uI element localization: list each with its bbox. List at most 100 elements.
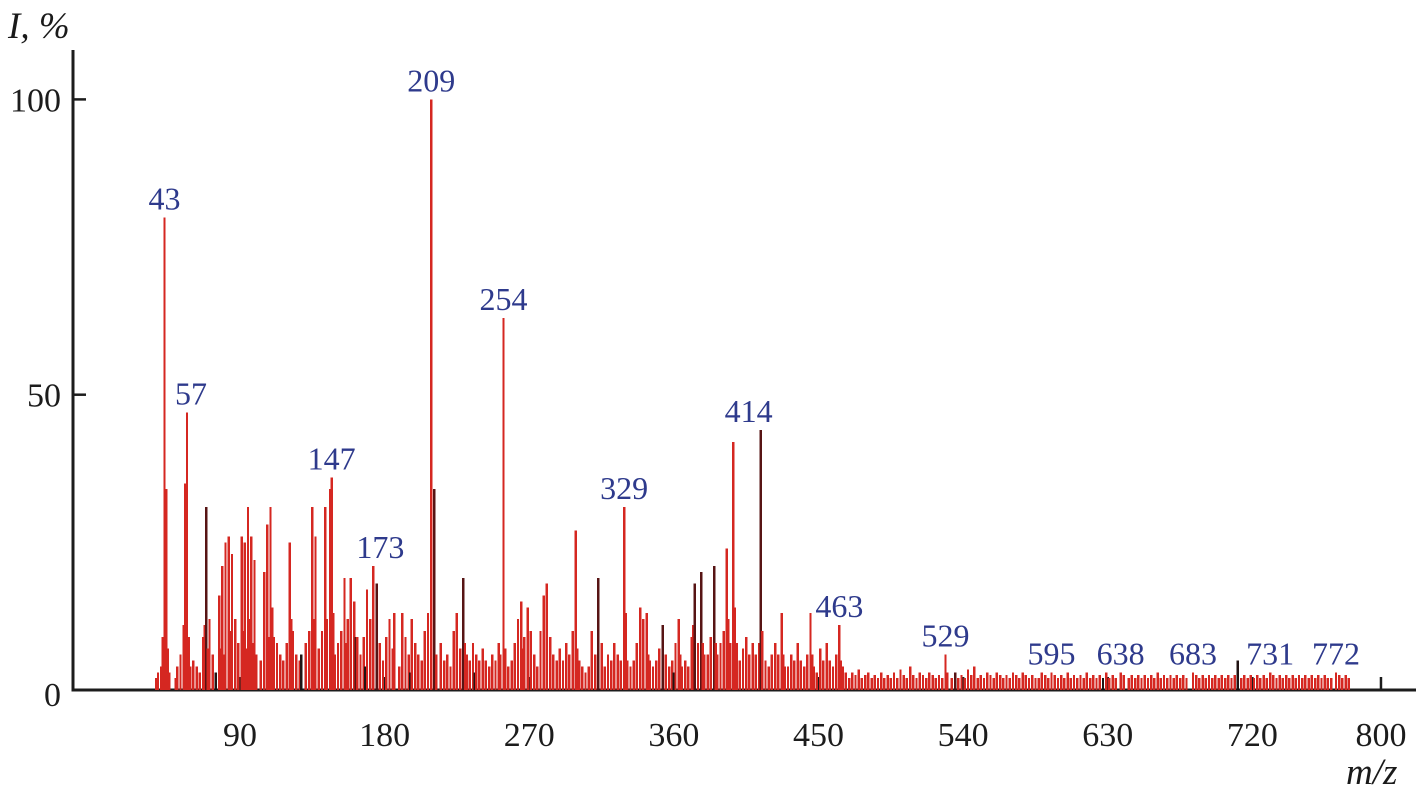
peak-mz-label: 43 [148, 181, 180, 217]
spectrum-bar [851, 672, 854, 690]
spectrum-bar [812, 666, 815, 690]
spectrum-bar [349, 577, 353, 690]
spectrum-bar [818, 648, 822, 690]
spectrum-bar [221, 565, 224, 690]
spectrum-bar [606, 654, 610, 690]
spectrum-bar [1256, 675, 1259, 690]
spectrum-bar [417, 654, 420, 690]
spectrum-bar [1217, 678, 1220, 690]
spectrum-bar [950, 678, 954, 690]
spectrum-bar [587, 666, 590, 690]
spectrum-bar [558, 648, 561, 690]
spectrum-bar [568, 654, 571, 690]
spectrum-bar [259, 660, 263, 690]
spectrum-bar [957, 678, 960, 690]
spectrum-bar [1207, 675, 1211, 690]
peak-mz-label: 147 [308, 440, 356, 476]
spectrum-bar [1326, 678, 1330, 690]
spectrum-bar [1037, 678, 1040, 690]
spectrum-bar [735, 642, 738, 690]
spectrum-bar [192, 660, 195, 690]
spectrum-bar [179, 654, 182, 690]
spectrum-bar [839, 660, 843, 690]
spectrum-bar [892, 672, 896, 690]
spectrum-bar [677, 619, 680, 690]
spectrum-bar [896, 678, 899, 690]
spectrum-bar [243, 542, 247, 690]
spectrum-bar [1111, 675, 1114, 690]
spectrum-bar [295, 654, 298, 690]
spectrum-bar [1265, 678, 1269, 690]
spectrum-bar [841, 666, 844, 690]
spectrum-bar [475, 654, 478, 690]
spectrum-bar [520, 601, 523, 690]
spectrum-bar [995, 672, 999, 690]
spectrum-bar [902, 675, 905, 690]
spectrum-bar [455, 613, 459, 690]
x-tick-label: 720 [1227, 717, 1278, 754]
spectrum-bar [757, 642, 761, 690]
spectrum-bar [513, 642, 516, 690]
spectrum-bar [1114, 678, 1118, 690]
peak-mz-label: 595 [1028, 635, 1076, 671]
spectrum-bar [1119, 672, 1122, 690]
spectrum-bar [561, 660, 565, 690]
spectrum-bar [1043, 675, 1047, 690]
spectrum-bar [278, 654, 282, 690]
spectrum-bar [928, 672, 931, 690]
spectrum-bar [328, 489, 332, 690]
spectrum-bar [651, 666, 655, 690]
spectrum-bar [381, 660, 385, 690]
x-tick-label: 450 [793, 717, 844, 754]
spectrum-bar [312, 619, 316, 690]
spectrum-bar [1059, 675, 1063, 690]
spectrum-bar [764, 660, 767, 690]
spectrum-bar [1143, 675, 1146, 690]
spectrum-bar [1156, 672, 1159, 690]
spectrum-bar [918, 672, 921, 690]
spectrum-bar [254, 654, 258, 690]
spectrum-bar [741, 648, 745, 690]
spectrum-bar [1310, 675, 1314, 690]
spectrum-bar [242, 630, 245, 690]
spectrum-bar [761, 630, 764, 690]
spectrum-bar [667, 666, 671, 690]
spectrum-bar [484, 660, 488, 690]
spectrum-bar [211, 654, 214, 690]
spectrum-bar [963, 678, 966, 690]
spectrum-bar [245, 648, 248, 690]
spectrum-bar [1191, 672, 1195, 690]
spectrum-bar [1198, 678, 1201, 690]
spectrum-bar [915, 678, 918, 690]
spectrum-bar [290, 619, 293, 690]
peak-mz-label: 463 [815, 588, 863, 624]
spectrum-bar [733, 607, 737, 690]
spectrum-bar [722, 630, 725, 690]
spectrum-bar [1079, 675, 1082, 690]
spectrum-bar [491, 654, 494, 690]
spectrum-bar [1011, 672, 1015, 690]
spectrum-bar [1040, 672, 1044, 690]
spectrum-bar [439, 642, 443, 690]
spectrum-bar [1149, 675, 1153, 690]
spectrum-bar [1304, 675, 1307, 690]
spectrum-bar [828, 660, 831, 690]
spectrum-bar [410, 619, 414, 690]
spectrum-bar [738, 660, 741, 690]
spectrum-bar [748, 654, 751, 690]
spectrum-bar [323, 506, 327, 690]
spectrum-bar [838, 625, 841, 690]
spectrum-bar [632, 660, 635, 690]
spectrum-bar [796, 642, 799, 690]
spectrum-bar [1236, 660, 1240, 690]
spectrum-bar [1137, 675, 1140, 690]
spectrum-bar [992, 678, 995, 690]
spectrum-bar [1008, 678, 1011, 690]
spectrum-bar [1284, 675, 1288, 690]
spectrum-bar [638, 607, 642, 690]
spectrum-bar [934, 678, 938, 690]
spectrum-bar [1214, 675, 1217, 690]
spectrum-bar [1211, 678, 1214, 690]
spectrum-bar [1230, 678, 1233, 690]
peak-mz-label: 329 [600, 470, 648, 506]
